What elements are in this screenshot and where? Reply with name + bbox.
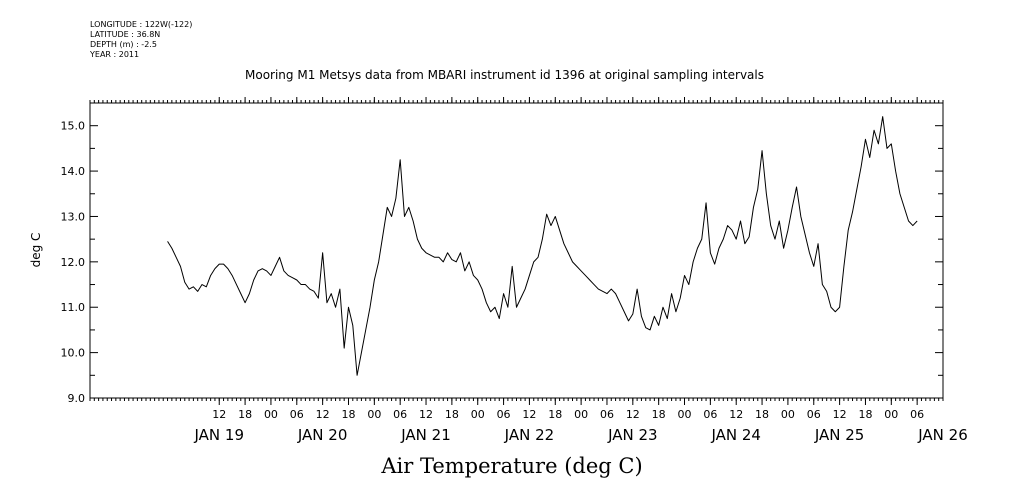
x-hour-tick-label: 18 — [548, 408, 562, 421]
plot-frame — [89, 102, 944, 399]
series-group — [167, 116, 918, 376]
x-hour-tick-label: 18 — [238, 408, 252, 421]
x-hour-tick-label: 00 — [781, 408, 795, 421]
metadata-block: LONGITUDE : 122W(-122) LATITUDE : 36.8N … — [90, 20, 192, 60]
x-hour-tick-label: 00 — [471, 408, 485, 421]
y-tick-label: 13.0 — [61, 210, 86, 223]
x-hour-tick-label: 06 — [807, 408, 821, 421]
x-hour-tick-label: 00 — [264, 408, 278, 421]
x-day-tick-label: JAN 22 — [504, 426, 555, 444]
x-hour-tick-label: 06 — [393, 408, 407, 421]
x-hour-tick-label: 12 — [316, 408, 330, 421]
x-hour-tick-label: 12 — [212, 408, 226, 421]
x-hour-tick-label: 12 — [626, 408, 640, 421]
x-hour-tick-label: 18 — [341, 408, 355, 421]
x-day-tick-label: JAN 19 — [193, 426, 244, 444]
x-hour-tick-label: 12 — [419, 408, 433, 421]
x-day-tick-label: JAN 26 — [917, 426, 968, 444]
axis-tick-labels: 12 18 00 06 12 18 00 06 12 18 00 06 12 18 00 06 12 18 00 06… — [61, 120, 968, 444]
x-hour-tick-label: 00 — [678, 408, 692, 421]
x-day-tick-label: JAN 25 — [814, 426, 865, 444]
chart-title: Mooring M1 Metsys data from MBARI instru… — [245, 68, 764, 82]
longitude-text: LONGITUDE : 122W(-122) — [90, 20, 193, 29]
x-hour-tick-label: 00 — [574, 408, 588, 421]
x-hour-tick-label: 06 — [290, 408, 304, 421]
x-day-tick-label: JAN 23 — [607, 426, 658, 444]
x-day-tick-label: JAN 21 — [400, 426, 451, 444]
year-text: YEAR : 2011 — [90, 50, 140, 59]
x-hour-tick-label: 06 — [497, 408, 511, 421]
y-tick-label: 10.0 — [61, 347, 86, 360]
x-hour-tick-label: 12 — [522, 408, 536, 421]
x-hour-tick-label: 12 — [729, 408, 743, 421]
y-tick-label: 14.0 — [61, 165, 86, 178]
x-hour-tick-label: 18 — [858, 408, 872, 421]
air-temperature-series-line — [167, 116, 918, 376]
x-hour-tick-label: 18 — [652, 408, 666, 421]
x-hour-tick-label: 06 — [600, 408, 614, 421]
x-hour-tick-label: 00 — [367, 408, 381, 421]
latitude-text: LATITUDE : 36.8N — [90, 30, 161, 39]
y-tick-label: 12.0 — [61, 256, 86, 269]
y-axis-label: deg C — [29, 233, 43, 268]
x-hour-tick-label: 12 — [833, 408, 847, 421]
x-hour-tick-label: 00 — [884, 408, 898, 421]
y-tick-label: 15.0 — [61, 120, 86, 133]
x-hour-tick-label: 06 — [703, 408, 717, 421]
x-hour-tick-label: 18 — [755, 408, 769, 421]
y-tick-label: 9.0 — [68, 392, 86, 405]
x-day-tick-label: JAN 24 — [710, 426, 761, 444]
x-hour-tick-label: 06 — [910, 408, 924, 421]
x-day-tick-label: JAN 20 — [297, 426, 348, 444]
depth-text: DEPTH (m) : -2.5 — [90, 40, 157, 49]
y-tick-label: 11.0 — [61, 301, 86, 314]
x-axis-label: Air Temperature (deg C) — [381, 454, 643, 478]
axis-ticks — [89, 97, 944, 405]
x-hour-tick-label: 18 — [445, 408, 459, 421]
